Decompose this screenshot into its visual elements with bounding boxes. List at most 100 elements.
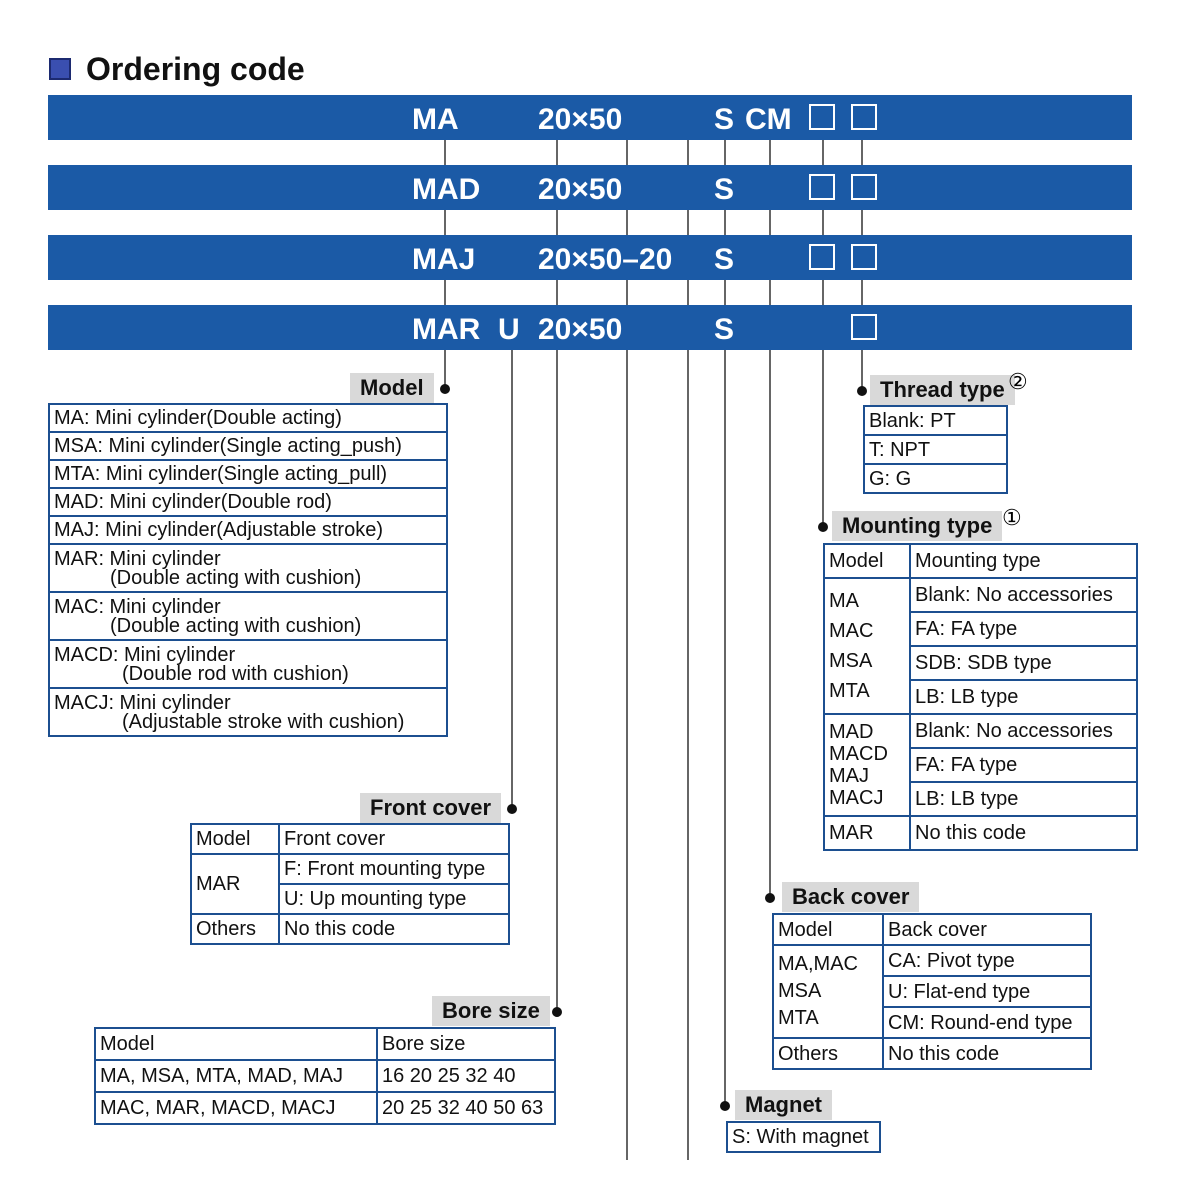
table-row: MAC, MAR, MACD, MACJ 20 25 32 40 50 63 [94, 1091, 556, 1125]
model-cell: MA MAC MSA MTA [823, 577, 911, 715]
table-row: MA MAC MSA MTA Blank: No accessories [823, 577, 1138, 715]
table-row: MA, MSA, MTA, MAD, MAJ 16 20 25 32 40 [94, 1059, 556, 1093]
model-name: MAC [829, 620, 874, 642]
table-cell: T: NPT [863, 434, 1008, 465]
option-cell: LB: LB type [909, 679, 1138, 715]
option-cell: U: Up mounting type [278, 883, 510, 915]
connector-dot [720, 1101, 730, 1111]
title: Ordering code [86, 51, 305, 87]
section-label: Model [350, 373, 434, 403]
table-row: FA: FA type [824, 747, 1138, 783]
code-box [851, 244, 877, 270]
table-row: MTA: Mini cylinder(Single acting_pull) [48, 459, 448, 489]
section-label: Thread type [870, 375, 1015, 405]
table-row: CM: Round-end type [773, 1006, 1092, 1039]
code-box [809, 174, 835, 200]
connector-dot [440, 384, 450, 394]
table-row: LB: LB type [824, 781, 1138, 817]
model-name: MAD [829, 721, 874, 743]
section-note: ② [1008, 369, 1028, 394]
code-token: MAJ [412, 243, 475, 276]
model-name: MTA [778, 1007, 819, 1029]
model-name: Others [778, 1042, 839, 1065]
cell-line: (Double acting with cushion) [110, 567, 362, 589]
code-box [851, 174, 877, 200]
table-cell: S: With magnet [726, 1121, 881, 1153]
table-header: Model Front cover [190, 823, 510, 855]
option-cell: CM: Round-end type [882, 1006, 1092, 1039]
table-cell: MTA: Mini cylinder(Single acting_pull) [48, 459, 448, 489]
model-name: MTA [829, 680, 870, 702]
code-token: 20×50 [538, 173, 622, 206]
table-row: S: With magnet [726, 1121, 881, 1153]
code-token: S [714, 313, 734, 346]
cell-line: MSA: Mini cylinder(Single acting_push) [54, 435, 402, 457]
table-row: U: Flat-end type [773, 975, 1092, 1008]
model-name: MAR [196, 873, 241, 895]
table-row: MACJ: Mini cylinder (Adjustable stroke wi… [48, 687, 448, 737]
cell-line: MAJ: Mini cylinder(Adjustable stroke) [54, 519, 383, 541]
connector-dot [552, 1007, 562, 1017]
table-row: FA: FA type [824, 611, 1138, 647]
code-token: CM [745, 103, 792, 136]
model-cell: MAD MACD MAJ MACJ [823, 713, 911, 817]
table-row: MAJ: Mini cylinder(Adjustable stroke) [48, 515, 448, 545]
table-row: MAC: Mini cylinder (Double acting with cu… [48, 591, 448, 641]
cell-line: MTA: Mini cylinder(Single acting_pull) [54, 463, 388, 485]
table-header: Model Mounting type [823, 543, 1138, 579]
table-row: MAD: Mini cylinder(Double rod) [48, 487, 448, 517]
table-row: G: G [863, 463, 1008, 494]
model-name: MACD [829, 743, 888, 765]
model-name: MA [829, 590, 859, 612]
table-row: SDB: SDB type [824, 645, 1138, 681]
model-name: MA, MSA, MTA, MAD, MAJ [100, 1065, 343, 1087]
table-row: U: Up mounting type [191, 883, 510, 915]
option-cell: 20 25 32 40 50 63 [376, 1091, 556, 1125]
table-row: MAR: Mini cylinder (Double acting with cu… [48, 543, 448, 593]
table-cell: MAC: Mini cylinder (Double acting with cu… [48, 591, 448, 641]
connector-dot [857, 386, 867, 396]
table-row: MAR F: Front mounting type [190, 853, 510, 915]
section-label: Front cover [360, 793, 502, 823]
option-cell: No this code [278, 913, 510, 945]
code-token: MA [412, 103, 459, 136]
option-cell: No this code [882, 1037, 1092, 1070]
model-cell: MA,MAC MSA MTA [772, 944, 884, 1039]
cell-line: MAR: Mini cylinder [54, 548, 221, 570]
code-token: S [714, 243, 734, 276]
model-cell: MA, MSA, MTA, MAD, MAJ [94, 1059, 378, 1093]
code-token: S [714, 103, 734, 136]
code-box [851, 314, 877, 340]
code-bar [48, 305, 1132, 350]
code-token: 20×50 [538, 313, 622, 346]
cell-line: (Double rod with cushion) [122, 663, 349, 685]
option-cell: FA: FA type [909, 747, 1138, 783]
cell-line: MAC: Mini cylinder [54, 596, 221, 618]
option-cell: 16 20 25 32 40 [376, 1059, 556, 1093]
code-box [851, 104, 877, 130]
model-name: MAR [829, 822, 874, 844]
model-name: MACJ [829, 787, 884, 809]
section-label: Mounting type [832, 511, 1003, 541]
option-cell: SDB: SDB type [909, 645, 1138, 681]
option-cell: FA: FA type [909, 611, 1138, 647]
table: Model Bore size MA, MSA, MTA, MAD, MAJ 16 2… [94, 1027, 556, 1125]
code-box [809, 104, 835, 130]
cell-line: MACD: Mini cylinder [54, 644, 236, 666]
table-cell: MAD: Mini cylinder(Double rod) [48, 487, 448, 517]
model-cell: Others [772, 1037, 884, 1070]
header-cell: Back cover [882, 913, 1092, 946]
header-cell: Bore size [376, 1027, 556, 1061]
table: Model Front cover MAR F: Front mounting typ… [190, 823, 510, 945]
option-cell: No this code [909, 815, 1138, 851]
section-label: Magnet [735, 1090, 832, 1120]
table-cell: MSA: Mini cylinder(Single acting_push) [48, 431, 448, 461]
cell-line: MAD: Mini cylinder(Double rod) [54, 491, 332, 513]
model-name: MSA [778, 980, 822, 1002]
table-row: MACD: Mini cylinder (Double rod with cush… [48, 639, 448, 689]
code-token: MAD [412, 173, 480, 206]
model-name: Others [196, 918, 257, 940]
table-row: T: NPT [863, 434, 1008, 465]
